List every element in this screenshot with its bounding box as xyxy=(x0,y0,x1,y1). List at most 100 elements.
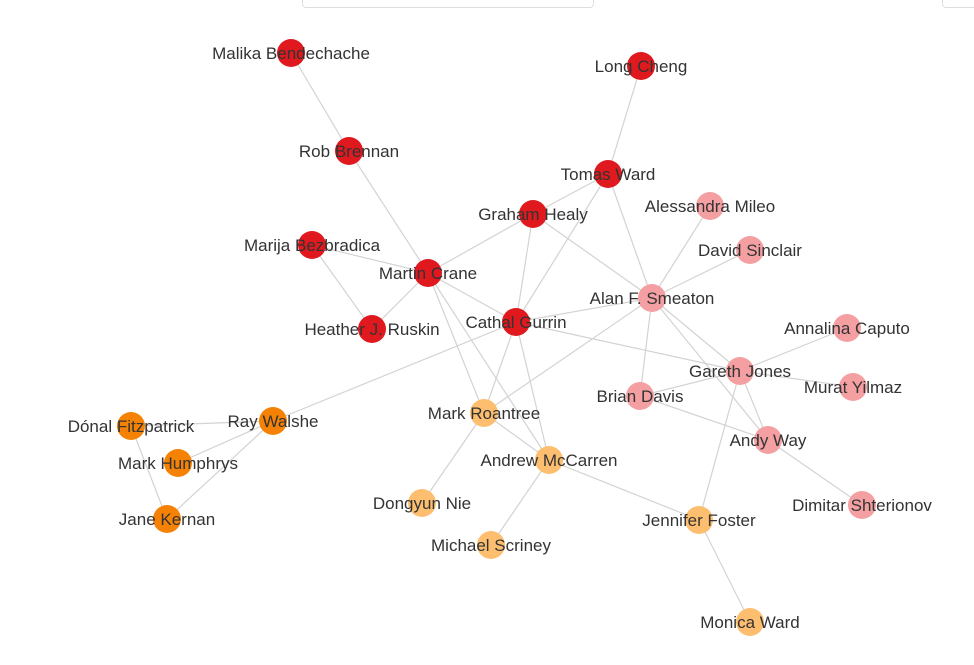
edge-layer xyxy=(130,52,863,623)
node-label-andy: Andy Way xyxy=(730,431,807,450)
edge-david-alan xyxy=(651,249,751,299)
node-label-tomas: Tomas Ward xyxy=(561,165,656,184)
search-input[interactable] xyxy=(302,0,594,8)
edge-graham-martin xyxy=(427,213,534,274)
node-label-gareth: Gareth Jones xyxy=(689,362,791,381)
node-alan[interactable] xyxy=(638,284,666,312)
node-heather[interactable] xyxy=(358,315,386,343)
edge-cathal-mccarren xyxy=(515,321,550,461)
node-label-ray: Ray Walshe xyxy=(227,412,318,431)
node-label-long: Long Cheng xyxy=(595,57,688,76)
edge-marija-martin xyxy=(311,244,429,274)
node-label-murat: Murat Yilmaz xyxy=(804,378,902,397)
node-humphrys[interactable] xyxy=(164,449,192,477)
node-martin[interactable] xyxy=(414,259,442,287)
node-layer xyxy=(117,39,876,636)
edge-brian-andy xyxy=(639,395,769,441)
edge-donal-jane xyxy=(130,425,168,520)
edge-gareth-murat xyxy=(739,370,854,388)
node-jennifer[interactable] xyxy=(685,506,713,534)
node-label-rob: Rob Brennan xyxy=(299,142,399,161)
node-label-martin: Martin Crane xyxy=(379,264,477,283)
node-graham[interactable] xyxy=(519,200,547,228)
edge-cathal-alan xyxy=(515,297,653,323)
label-layer: Malika Bendechache Rob Brennan Long Cheng T… xyxy=(68,44,933,632)
edge-cathal-gareth xyxy=(515,321,741,372)
edge-mccarren-jennifer xyxy=(548,459,700,521)
edge-donal-ray xyxy=(130,420,274,427)
node-label-dimitar: Dimitar Shterionov xyxy=(792,496,932,515)
edge-martin-cathal xyxy=(427,272,517,323)
node-malika[interactable] xyxy=(277,39,305,67)
edge-ray-humphrys xyxy=(177,420,274,464)
node-label-jennifer: Jennifer Foster xyxy=(642,511,756,530)
node-label-annalina: Annalina Caputo xyxy=(784,319,910,338)
toolbar-button[interactable] xyxy=(942,0,974,8)
edge-alan-roantree xyxy=(483,297,653,414)
edge-malika-rob xyxy=(290,52,350,152)
node-roantree[interactable] xyxy=(470,399,498,427)
edge-gareth-brian xyxy=(639,370,741,397)
node-marija[interactable] xyxy=(298,231,326,259)
edge-cathal-ray xyxy=(272,321,517,422)
node-label-scriney: Michael Scriney xyxy=(431,536,551,555)
edge-martin-roantree xyxy=(427,272,485,414)
edge-long-tomas xyxy=(607,65,642,175)
edge-alan-brian xyxy=(639,297,653,397)
node-ray[interactable] xyxy=(259,407,287,435)
node-label-mccarren: Andrew McCarren xyxy=(481,451,618,470)
edge-tomas-cathal xyxy=(515,173,609,323)
edge-rob-martin xyxy=(348,150,429,274)
edge-andy-dimitar xyxy=(767,439,863,506)
edge-marija-heather xyxy=(311,244,373,330)
node-cathal[interactable] xyxy=(502,308,530,336)
node-monica[interactable] xyxy=(736,608,764,636)
node-label-alan: Alan F. Smeaton xyxy=(590,289,715,308)
edge-alan-gareth xyxy=(651,297,741,372)
node-jane[interactable] xyxy=(153,505,181,533)
node-scriney[interactable] xyxy=(477,531,505,559)
node-label-alessandra: Alessandra Mileo xyxy=(645,197,775,216)
edge-graham-alan xyxy=(532,213,653,299)
edge-ray-jane xyxy=(166,420,274,520)
node-dongyun[interactable] xyxy=(408,489,436,517)
edge-gareth-jennifer xyxy=(698,370,741,521)
node-david[interactable] xyxy=(736,236,764,264)
node-label-cathal: Cathal Gurrin xyxy=(465,313,566,332)
edge-tomas-alan xyxy=(607,173,653,299)
edge-martin-mccarren xyxy=(427,272,550,461)
edge-tomas-graham xyxy=(532,173,609,215)
node-andy[interactable] xyxy=(754,426,782,454)
edge-roantree-dongyun xyxy=(421,412,485,504)
node-label-roantree: Mark Roantree xyxy=(428,404,540,423)
node-donal[interactable] xyxy=(117,412,145,440)
edge-mccarren-scriney xyxy=(490,459,550,546)
node-mccarren[interactable] xyxy=(535,446,563,474)
edge-alan-andy xyxy=(651,297,769,441)
node-label-heather: Heather J. Ruskin xyxy=(304,320,439,339)
node-dimitar[interactable] xyxy=(848,491,876,519)
node-gareth[interactable] xyxy=(726,357,754,385)
node-label-brian: Brian Davis xyxy=(597,387,684,406)
node-murat[interactable] xyxy=(839,373,867,401)
edge-graham-cathal xyxy=(515,213,534,323)
node-label-jane: Jane Kernan xyxy=(119,510,215,529)
node-alessandra[interactable] xyxy=(696,192,724,220)
edge-cathal-roantree xyxy=(483,321,517,414)
node-label-monica: Monica Ward xyxy=(700,613,800,632)
node-label-graham: Graham Healy xyxy=(478,205,588,224)
node-label-marija: Marija Bezbradica xyxy=(244,236,381,255)
edge-jennifer-monica xyxy=(698,519,751,623)
edge-annalina-gareth xyxy=(739,327,848,372)
node-long[interactable] xyxy=(627,52,655,80)
node-rob[interactable] xyxy=(335,137,363,165)
node-label-donal: Dónal Fitzpatrick xyxy=(68,417,195,436)
node-brian[interactable] xyxy=(626,382,654,410)
node-label-humphrys: Mark Humphrys xyxy=(118,454,238,473)
node-label-malika: Malika Bendechache xyxy=(212,44,370,63)
node-annalina[interactable] xyxy=(833,314,861,342)
node-label-dongyun: Dongyun Nie xyxy=(373,494,471,513)
node-tomas[interactable] xyxy=(594,160,622,188)
edge-alessandra-alan xyxy=(651,205,711,299)
